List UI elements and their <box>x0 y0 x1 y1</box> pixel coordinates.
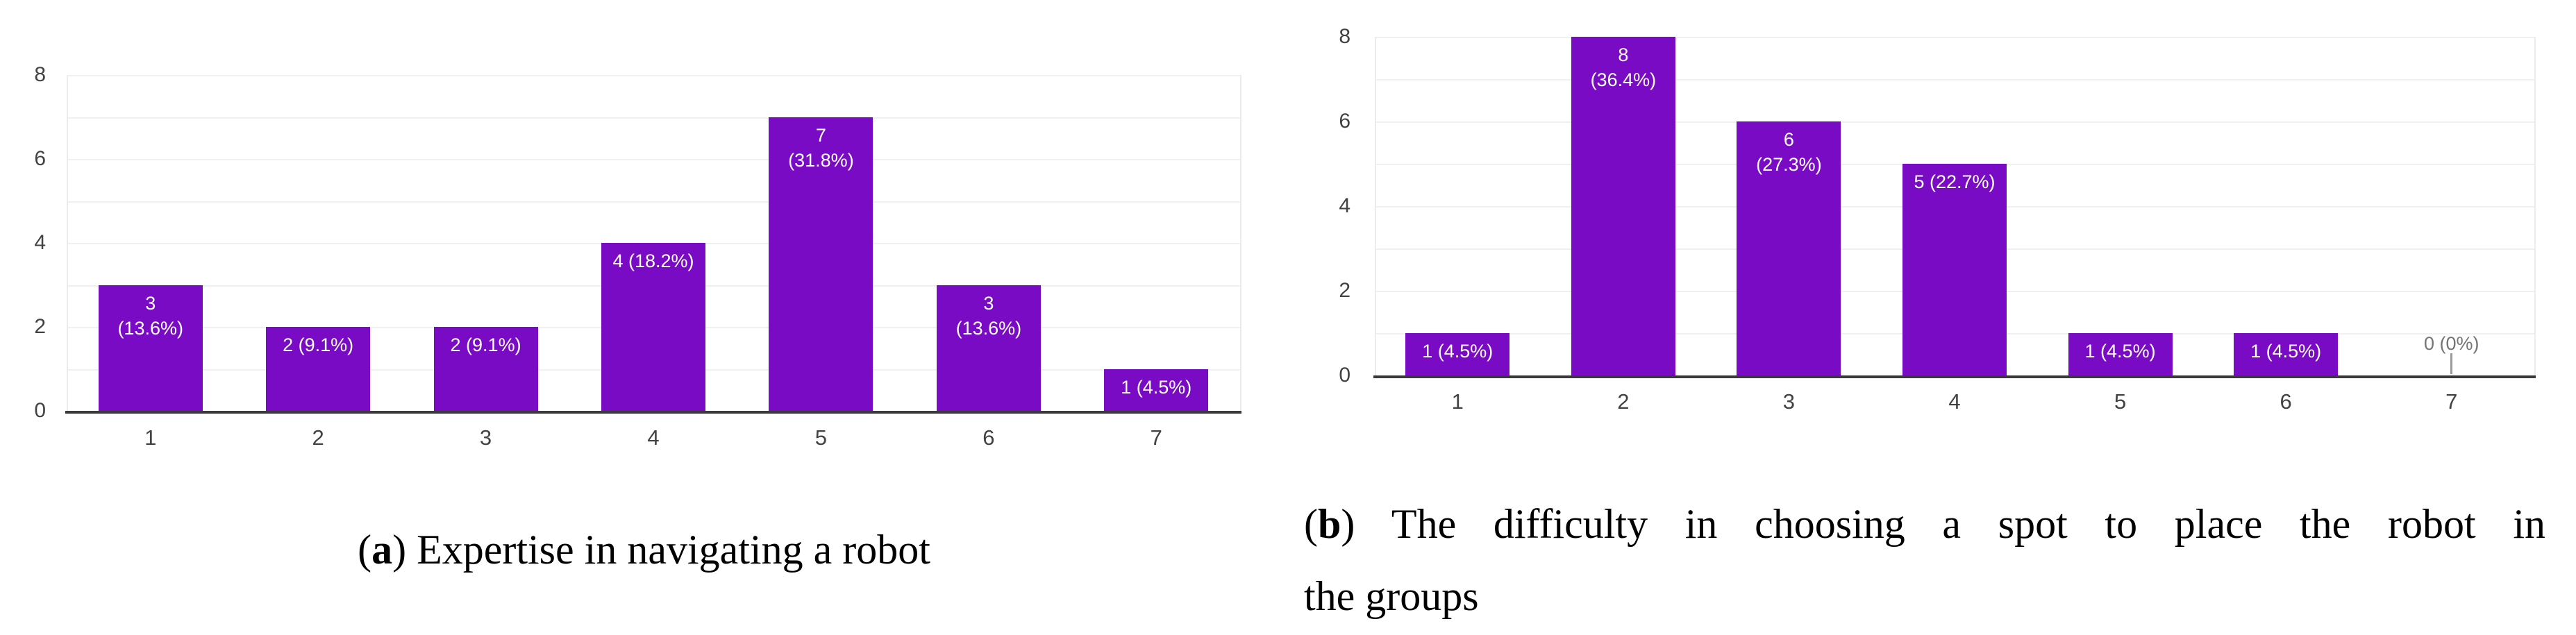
y-tick-label: 4 <box>1339 194 1350 217</box>
gridline <box>67 201 1240 203</box>
bar <box>1737 121 1841 375</box>
gridline <box>67 159 1240 160</box>
caption-b-text: ) The difficulty in choosing a spot to p… <box>1341 501 2545 547</box>
x-tick-label: 2 <box>1617 389 1630 414</box>
caption-b-paren: ( <box>1304 501 1318 547</box>
bar <box>2068 333 2173 375</box>
bar <box>98 285 203 411</box>
bar-value-label: 3 (13.6%) <box>955 292 1022 339</box>
bar-value-label: 6 (27.3%) <box>1756 129 1822 175</box>
x-tick-label: 6 <box>982 425 995 450</box>
bar <box>1571 37 1675 375</box>
y-tick-label: 6 <box>1339 110 1350 133</box>
bar-value-label: 5 (22.7%) <box>1914 171 1996 192</box>
y-tick-label: 0 <box>34 399 46 422</box>
caption-b-line2: the groups <box>1304 573 1479 619</box>
x-axis-line <box>65 411 1241 414</box>
bar-value-label: 3 (13.6%) <box>117 292 183 339</box>
x-tick-label: 7 <box>1150 425 1162 450</box>
bar <box>1104 369 1209 411</box>
plot-boundary-line <box>1375 37 1376 375</box>
bar-value-label: 2 (9.1%) <box>450 335 521 355</box>
x-axis-line <box>1373 375 2536 378</box>
bar <box>936 285 1041 411</box>
caption-b-letter: b <box>1317 501 1341 547</box>
bar <box>1902 164 2007 375</box>
caption-a-letter: a <box>371 527 393 573</box>
bar-value-label: 1 (4.5%) <box>2250 341 2322 362</box>
caption-b: (b) The difficulty in choosing a spot to… <box>1304 488 2545 632</box>
gridline <box>67 117 1240 119</box>
plot-boundary-line <box>2534 37 2536 375</box>
x-tick-label: 3 <box>1782 389 1796 414</box>
bar-value-label: 1 (4.5%) <box>1121 376 1192 398</box>
gridline <box>1375 79 2534 81</box>
caption-a-paren: ( <box>358 527 372 573</box>
x-tick-label: 5 <box>814 425 828 450</box>
bar <box>2234 333 2339 375</box>
x-tick-label: 7 <box>2445 389 2458 414</box>
y-tick-label: 6 <box>34 147 46 170</box>
x-tick-label: 1 <box>1451 389 1464 414</box>
bar <box>1405 333 1510 375</box>
bar <box>433 327 538 411</box>
zero-value-label: 0 (0%) <box>2423 333 2479 354</box>
gridline <box>67 75 1240 76</box>
bar-value-label: 1 (4.5%) <box>2084 341 2156 362</box>
y-tick-label: 0 <box>1339 364 1350 387</box>
bar <box>601 243 705 411</box>
x-tick-label: 6 <box>2280 389 2292 414</box>
bar-value-label: 7 (31.8%) <box>788 124 854 171</box>
y-tick-label: 2 <box>34 315 46 338</box>
x-tick-label: 5 <box>2114 389 2127 414</box>
y-tick-label: 4 <box>34 231 46 254</box>
x-tick-label: 4 <box>647 425 660 450</box>
bar-value-label: 4 (18.2%) <box>612 251 694 271</box>
gridline <box>1375 121 2534 123</box>
bar-value-label: 8 (36.4%) <box>1590 44 1657 90</box>
x-tick-label: 1 <box>144 425 157 450</box>
gridline <box>1375 37 2534 38</box>
plot-boundary-line <box>67 75 68 411</box>
y-tick-label: 8 <box>1339 25 1350 48</box>
y-tick-label: 2 <box>1339 279 1350 302</box>
bar-value-label: 1 (4.5%) <box>1422 341 1494 362</box>
bar <box>769 117 873 411</box>
plot-boundary-line <box>1240 75 1241 411</box>
bar <box>266 327 371 411</box>
x-tick-label: 3 <box>479 425 492 450</box>
caption-a: (a) Expertise in navigating a robot <box>0 525 1288 575</box>
caption-a-text: ) Expertise in navigating a robot <box>392 527 930 573</box>
zero-leader-line <box>2450 353 2453 374</box>
caption-b-line1: (b) The difficulty in choosing a spot to… <box>1304 488 2545 560</box>
x-tick-label: 2 <box>312 425 324 450</box>
bar-value-label: 2 (9.1%) <box>283 335 354 355</box>
x-tick-label: 4 <box>1948 389 1961 414</box>
y-tick-label: 8 <box>34 63 46 86</box>
